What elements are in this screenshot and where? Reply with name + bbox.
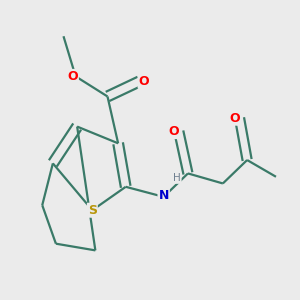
Text: H: H — [173, 173, 181, 183]
Text: O: O — [67, 70, 78, 83]
Text: O: O — [230, 112, 240, 125]
Text: S: S — [88, 204, 97, 217]
Text: O: O — [168, 125, 179, 138]
Text: O: O — [139, 75, 149, 88]
Text: N: N — [158, 189, 169, 202]
